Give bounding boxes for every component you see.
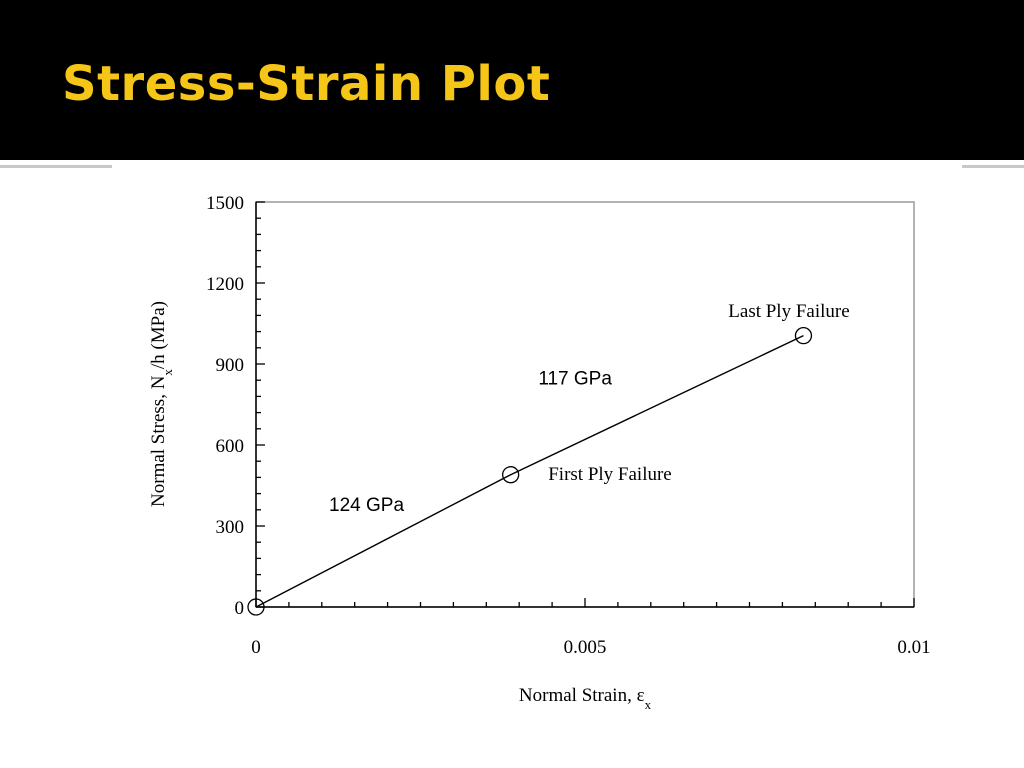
x-tick-label: 0.01 bbox=[897, 637, 930, 658]
x-tick-label: 0.005 bbox=[564, 637, 607, 658]
y-tick-label: 600 bbox=[216, 436, 245, 457]
divider-left bbox=[0, 165, 112, 168]
slide-title: Stress-Strain Plot bbox=[62, 56, 551, 112]
markers-group bbox=[247, 326, 813, 616]
y-axis-title: Normal Stress, Nx/h (MPa) bbox=[148, 301, 175, 507]
x-tick-labels: 0 0.005 0.01 bbox=[251, 637, 930, 658]
data-point-marker bbox=[794, 326, 813, 345]
data-point-marker bbox=[501, 466, 520, 484]
annotation-label: Last Ply Failure bbox=[728, 301, 849, 322]
annotation-label: First Ply Failure bbox=[548, 464, 672, 485]
y-tick-label: 0 bbox=[235, 598, 245, 619]
y-tick-label: 300 bbox=[216, 517, 245, 538]
series-group bbox=[255, 335, 804, 608]
title-bar: Stress-Strain Plot bbox=[0, 0, 1024, 160]
data-point-marker bbox=[247, 598, 265, 616]
y-tick-label: 1200 bbox=[206, 274, 244, 295]
y-tick-label: 1500 bbox=[206, 193, 244, 214]
y-ticks bbox=[256, 201, 265, 608]
x-ticks bbox=[255, 598, 915, 607]
x-tick-label: 0 bbox=[251, 637, 261, 658]
series-line bbox=[255, 335, 804, 608]
annotation-label: 117 GPa bbox=[538, 368, 612, 389]
y-tick-labels: 0 300 600 900 1200 1500 bbox=[206, 193, 244, 619]
annotations-group: Last Ply Failure 117 GPa First Ply Failure… bbox=[329, 301, 850, 516]
divider-right bbox=[962, 165, 1024, 168]
plot-frame bbox=[255, 201, 915, 608]
x-axis-title: Normal Strain, εx bbox=[519, 685, 652, 712]
y-tick-label: 900 bbox=[216, 355, 245, 376]
annotation-label: 124 GPa bbox=[329, 495, 404, 516]
